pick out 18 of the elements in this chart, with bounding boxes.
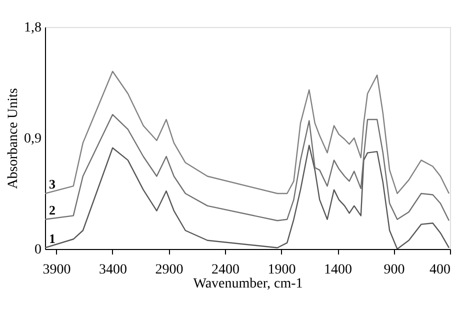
- y-tick-label: 0,9: [24, 132, 42, 146]
- x-tick-label: 3400: [99, 262, 127, 278]
- line-series: [45, 70, 450, 194]
- series-label: 1: [49, 230, 56, 246]
- y-axis-title: Absorbance Units: [6, 88, 21, 189]
- x-tick-label: 2400: [212, 262, 240, 278]
- x-tick-label: 3900: [42, 262, 71, 278]
- x-axis-title: Wavenumber, cm-1: [193, 276, 303, 292]
- series-label: 3: [49, 176, 56, 192]
- x-tick-label: 900: [384, 262, 405, 278]
- x-tick-label: 2900: [155, 262, 184, 278]
- line-series: [45, 114, 450, 222]
- x-tick-label: 400: [430, 262, 450, 278]
- series-label: 2: [49, 202, 56, 218]
- y-tick-label: 0: [34, 242, 42, 258]
- y-tick-label: 1,8: [24, 20, 42, 36]
- x-tick-label: 1900: [268, 262, 296, 278]
- x-tick-label: 1400: [324, 262, 352, 278]
